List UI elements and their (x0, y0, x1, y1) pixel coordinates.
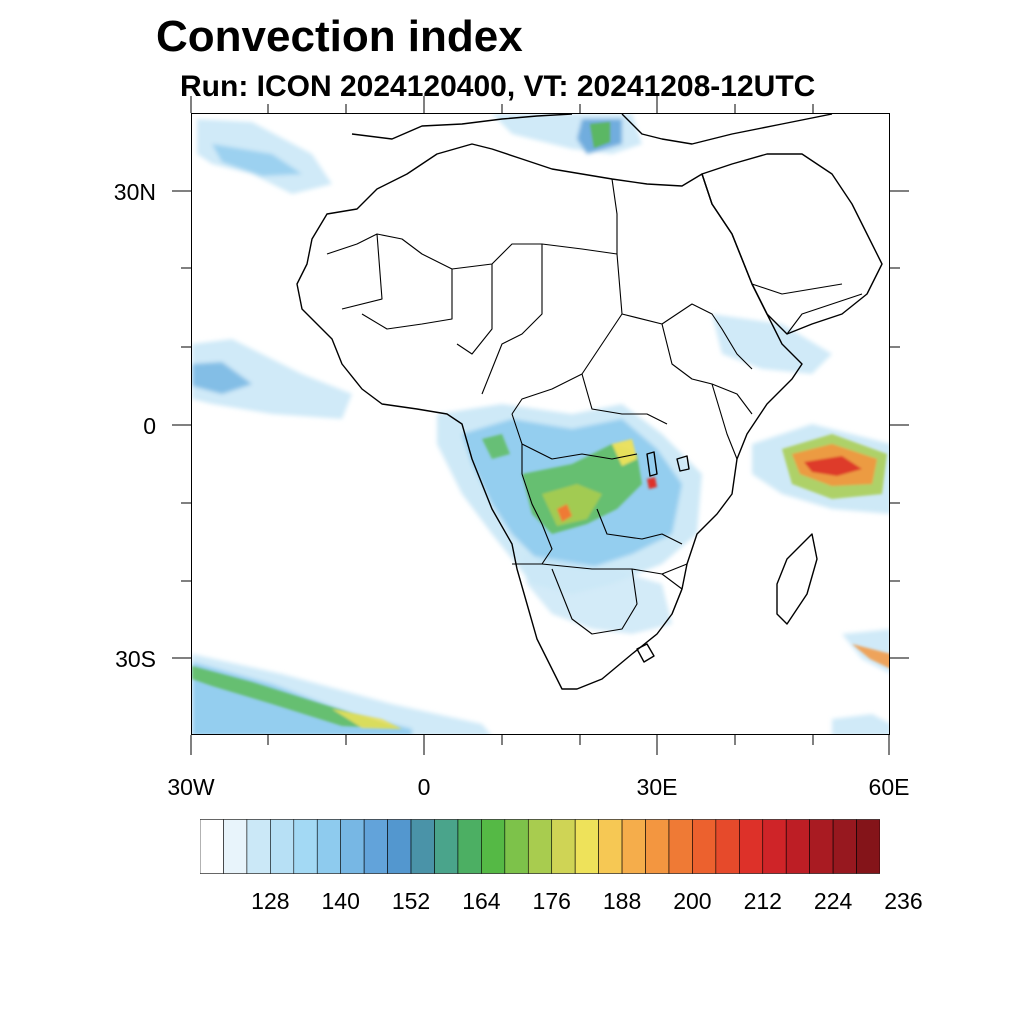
map-canvas (192, 114, 889, 734)
colorbar-swatch (316, 819, 341, 874)
colorbar-swatch (739, 819, 764, 874)
colorbar-swatch (387, 819, 412, 874)
colorbar-swatch (410, 819, 435, 874)
lat-label-0: 0 (143, 413, 156, 439)
colorbar-swatch (363, 819, 388, 874)
lon-label-60e: 60E (868, 774, 910, 800)
colorbar-swatch (457, 819, 482, 874)
colorbar-swatch (340, 819, 365, 874)
lon-label-30e: 30E (636, 774, 678, 800)
colorbar-swatch (785, 819, 810, 874)
colorbar-swatch (223, 819, 248, 874)
chart-title: Convection index (156, 12, 523, 61)
colorbar-swatch (645, 819, 670, 874)
colorbar-label: 236 (884, 888, 923, 914)
convection-high (192, 122, 889, 729)
colorbar-swatch (809, 819, 834, 874)
colorbar-swatch (434, 819, 459, 874)
lat-label-30s: 30S (115, 646, 156, 672)
colorbar-swatch (551, 819, 576, 874)
colorbar-swatch (481, 819, 506, 874)
colorbar-swatch (668, 819, 693, 874)
colorbar-swatch (293, 819, 318, 874)
colorbar-swatch (504, 819, 529, 874)
colorbar-label: 212 (743, 888, 782, 914)
colorbar-swatch (270, 819, 295, 874)
chart-subtitle: Run: ICON 2024120400, VT: 20241208-12UTC (180, 70, 816, 103)
colorbar-label: 164 (462, 888, 501, 914)
country-borders (326, 178, 863, 635)
lon-label-30w: 30W (167, 774, 215, 800)
colorbar-label: 200 (673, 888, 712, 914)
colorbar-swatch (598, 819, 623, 874)
colorbar (200, 819, 880, 874)
colorbar-label: 140 (321, 888, 360, 914)
colorbar-label: 152 (391, 888, 431, 914)
colorbar-swatch (200, 819, 224, 874)
lat-label-30n: 30N (113, 179, 156, 205)
colorbar-swatch (692, 819, 717, 874)
colorbar-swatch (715, 819, 740, 874)
lon-label-0: 0 (417, 774, 431, 800)
colorbar-swatch (574, 819, 599, 874)
colorbar-swatch (762, 819, 787, 874)
colorbar-label: 224 (813, 888, 853, 914)
colorbar-label: 128 (251, 888, 290, 914)
colorbar-label: 188 (602, 888, 642, 914)
colorbar-label: 176 (532, 888, 571, 914)
colorbar-swatch (246, 819, 271, 874)
colorbar-swatch (621, 819, 646, 874)
colorbar-swatch (832, 819, 857, 874)
colorbar-swatch (527, 819, 553, 874)
map-frame (191, 113, 890, 735)
colorbar-swatch (856, 819, 880, 874)
